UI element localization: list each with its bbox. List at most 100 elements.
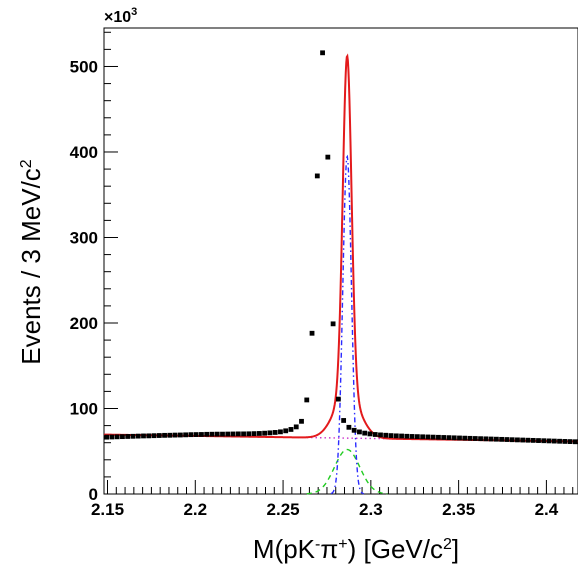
data-point (467, 435, 473, 441)
data-point (288, 427, 294, 432)
data-point (478, 436, 483, 442)
data-point (457, 435, 462, 441)
x-axis-ticks (107, 480, 574, 494)
y-axis-title: Events / 3 MeV/c2 (16, 159, 46, 365)
narrow-signal-curve (330, 154, 364, 495)
data-point (230, 431, 236, 437)
y-axis-ticks (104, 31, 118, 495)
data-point (341, 418, 347, 423)
data-point (120, 434, 125, 440)
data-point (330, 321, 336, 327)
x-axis-title: M(pK-π+) [GeV/c2] (253, 534, 459, 564)
data-point (462, 435, 468, 441)
total-fit-curve (103, 53, 578, 443)
data-point (372, 432, 378, 437)
data-point (520, 437, 526, 443)
data-point (225, 431, 231, 437)
y-tick-label: 400 (70, 143, 98, 162)
data-point (357, 429, 362, 435)
data-point (409, 434, 415, 439)
data-point (199, 432, 204, 437)
data-point (378, 432, 383, 438)
data-point (177, 432, 183, 438)
data-point (530, 437, 536, 443)
data-point (151, 433, 157, 439)
data-point (283, 428, 289, 434)
data-point (483, 436, 489, 442)
data-point (220, 431, 225, 437)
x-tick-label: 2.2 (183, 500, 207, 519)
y-tick-label: 200 (70, 314, 98, 333)
data-point (304, 397, 310, 403)
x-axis-tick-labels: 2.15 2.2 2.25 2.3 2.35 2.4 (91, 500, 559, 519)
data-point (309, 330, 315, 336)
data-point (414, 434, 420, 440)
y-tick-label: 500 (70, 57, 98, 76)
data-point (114, 434, 120, 440)
data-point (393, 433, 399, 439)
data-point (109, 434, 115, 440)
data-point (325, 154, 331, 160)
data-point (436, 434, 441, 440)
data-point (557, 438, 562, 444)
data-point (293, 424, 299, 430)
data-point (446, 435, 452, 441)
data-point (362, 430, 368, 436)
data-point (188, 432, 194, 438)
data-point (267, 430, 273, 436)
data-point (451, 435, 457, 441)
data-point (214, 431, 220, 437)
data-point (256, 431, 262, 436)
data-point (404, 433, 410, 439)
data-point (204, 431, 210, 437)
data-point (572, 439, 578, 445)
data-point (130, 433, 136, 439)
data-point (146, 433, 152, 439)
data-point (504, 437, 510, 442)
data-point (472, 436, 478, 441)
data-points (104, 50, 578, 445)
data-point (241, 431, 246, 437)
wide-signal-curve (306, 448, 388, 495)
data-point (335, 396, 341, 402)
x-tick-label: 2.35 (442, 500, 475, 519)
y-tick-label: 300 (70, 228, 98, 247)
data-point (525, 437, 531, 443)
x-tick-label: 2.3 (359, 500, 383, 519)
data-point (346, 424, 352, 430)
data-point (351, 427, 357, 433)
plot-frame (103, 27, 578, 495)
data-point (135, 433, 141, 439)
data-point (546, 438, 552, 444)
y-multiplier: ×103 (104, 6, 137, 26)
data-point (567, 439, 573, 444)
data-point (509, 437, 515, 443)
data-point (246, 431, 252, 437)
data-point (272, 430, 278, 435)
data-point (262, 430, 268, 436)
data-point (562, 439, 568, 444)
data-point (399, 433, 404, 439)
data-point (104, 434, 110, 440)
data-point (314, 173, 320, 179)
data-point (499, 436, 505, 442)
data-point (420, 434, 426, 440)
data-point (320, 50, 325, 56)
data-point (515, 437, 520, 443)
data-point (162, 432, 167, 438)
data-point (299, 418, 304, 424)
data-point (235, 431, 241, 437)
y-tick-label: 0 (89, 485, 98, 504)
data-point (125, 434, 131, 439)
data-point (441, 435, 447, 440)
y-tick-label: 100 (70, 399, 98, 418)
data-point (488, 436, 494, 442)
data-point (493, 436, 499, 442)
data-point (367, 431, 373, 437)
data-point (425, 434, 431, 440)
x-tick-label: 2.4 (535, 500, 559, 519)
data-point (430, 434, 436, 440)
data-point (551, 438, 557, 444)
y-axis-tick-labels: 0 100 200 300 400 500 (70, 57, 98, 504)
